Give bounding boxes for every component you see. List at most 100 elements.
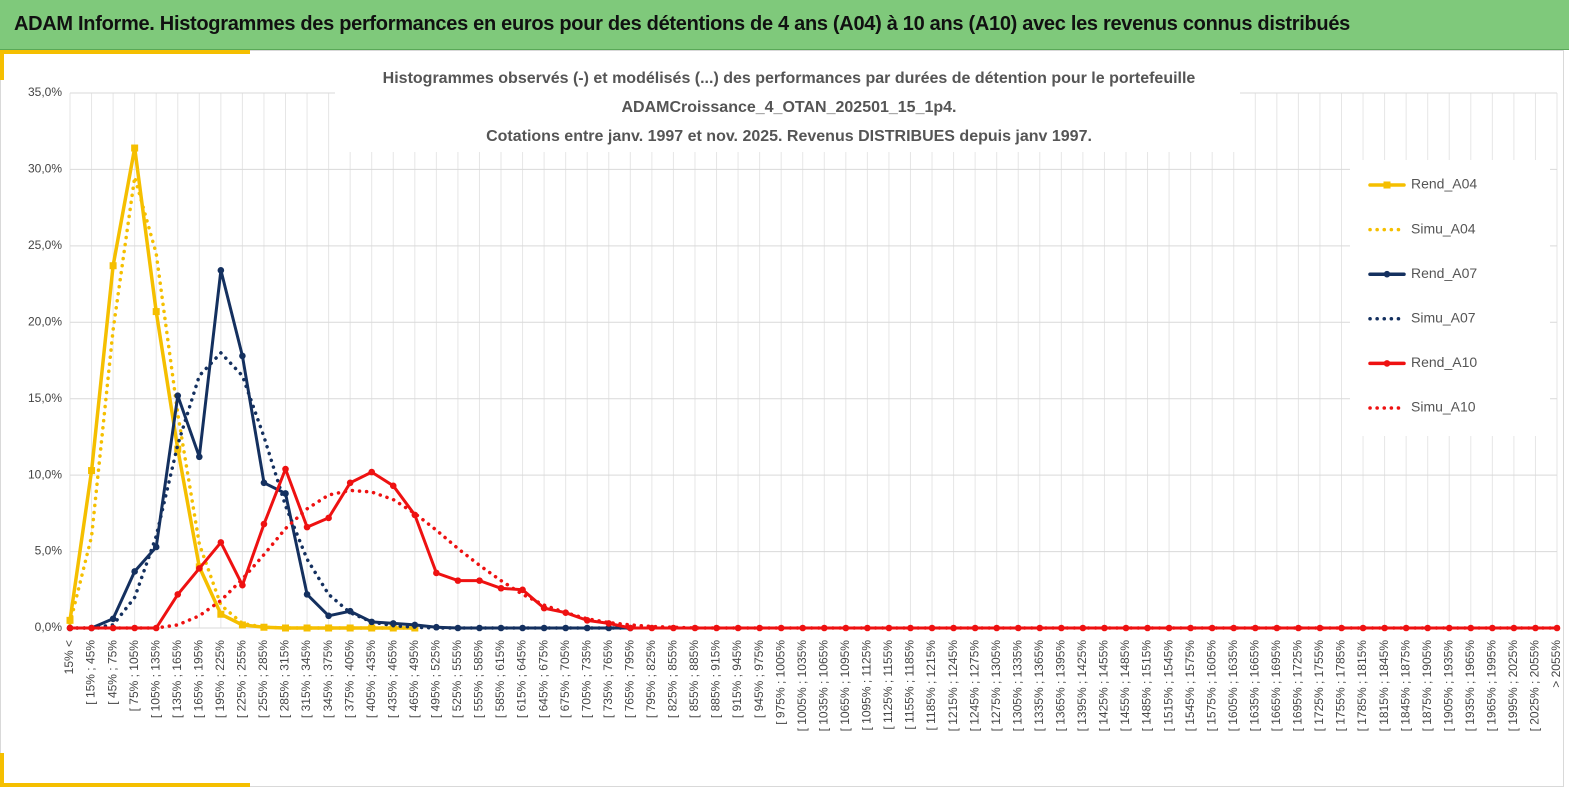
point xyxy=(217,267,225,274)
x-tick-label: [ 1035% ; 1065% xyxy=(816,640,830,732)
x-tick-label: [ 825% ; 855% xyxy=(666,640,680,718)
x-tick-label: [ 1755% ; 1785% xyxy=(1334,640,1348,732)
x-tick-label: [ 1785% ; 1815% xyxy=(1355,640,1369,732)
point xyxy=(1553,624,1561,632)
point xyxy=(1273,624,1281,632)
corner-accent xyxy=(0,783,250,787)
point xyxy=(239,352,246,360)
x-tick-label: [ 1875% ; 1905% xyxy=(1420,640,1434,732)
x-tick-label: [ 705% ; 735% xyxy=(579,640,593,718)
legend-label: Simu_A07 xyxy=(1411,310,1476,326)
point xyxy=(109,262,117,270)
point xyxy=(433,569,440,577)
x-tick-label: [ 495% ; 525% xyxy=(429,640,443,718)
x-tick-label: [ 975% ; 1005% xyxy=(773,640,787,725)
point xyxy=(389,624,397,632)
point xyxy=(713,624,720,632)
y-tick-label: 0,0% xyxy=(35,620,63,634)
point xyxy=(152,308,160,316)
legend-marker xyxy=(1383,181,1391,189)
point xyxy=(196,565,203,572)
point xyxy=(1187,624,1194,632)
chart-frame xyxy=(0,50,1564,787)
x-tick-label: [ 1515% ; 1545% xyxy=(1161,640,1175,732)
x-tick-label: [ 2025% ; 2055% xyxy=(1528,640,1542,732)
corner-accent xyxy=(0,50,250,54)
point xyxy=(88,467,96,475)
x-tick-label: [ 855% ; 885% xyxy=(687,640,701,718)
legend-label: Simu_A04 xyxy=(1411,220,1476,236)
chart-title: Histogrammes observés (-) et modélisés (… xyxy=(383,70,1196,87)
point xyxy=(325,514,332,522)
point xyxy=(239,581,246,589)
x-tick-label: [ 585% ; 615% xyxy=(493,640,507,718)
point xyxy=(605,624,613,632)
x-tick-label: [ 285% ; 315% xyxy=(278,640,292,718)
point xyxy=(325,624,333,632)
point xyxy=(627,624,634,632)
point xyxy=(217,539,225,546)
point xyxy=(1316,624,1324,632)
point xyxy=(282,465,289,473)
point xyxy=(368,468,376,476)
point xyxy=(454,577,462,584)
x-tick-label: [ 1725% ; 1755% xyxy=(1312,640,1326,732)
point xyxy=(1251,624,1259,632)
point xyxy=(670,624,677,632)
x-tick-label: [ 1695% ; 1725% xyxy=(1291,640,1305,732)
x-tick-label: [ 1995% ; 2025% xyxy=(1506,640,1520,732)
point xyxy=(174,445,182,453)
x-tick-label: [ 885% ; 915% xyxy=(709,640,723,718)
x-tick-label: [ 1275% ; 1305% xyxy=(989,640,1003,732)
x-tick-label: [ 1005% ; 1035% xyxy=(795,640,809,732)
chart: 15% < [ 15% ; 45% [ 45% ; 75% [ 75% ; 105% [… xyxy=(0,50,1564,787)
point xyxy=(346,624,354,632)
point xyxy=(282,490,289,497)
x-tick-label: [ 1935% ; 1965% xyxy=(1463,640,1477,732)
x-tick-label: [ 405% ; 435% xyxy=(364,640,378,718)
point xyxy=(583,624,591,632)
x-tick-label: [ 1395% ; 1425% xyxy=(1075,640,1089,732)
x-tick-label: [ 1245% ; 1275% xyxy=(967,640,981,732)
x-tick-label: [ 1185% ; 1215% xyxy=(924,640,938,731)
x-tick-label: [ 345% ; 375% xyxy=(321,640,335,718)
point xyxy=(303,591,311,598)
point xyxy=(196,453,203,461)
point xyxy=(734,624,742,632)
x-tick-label: [ 435% ; 465% xyxy=(385,640,399,718)
x-tick-label: [ 675% ; 705% xyxy=(558,640,572,718)
point xyxy=(217,610,225,618)
legend-marker xyxy=(1383,360,1391,367)
x-tick-label: [ 1095% ; 1125% xyxy=(860,640,874,731)
point xyxy=(325,612,332,620)
point xyxy=(756,624,763,632)
x-tick-label: [ 945% ; 975% xyxy=(752,640,766,718)
point xyxy=(109,615,117,623)
x-tick-label: [ 375% ; 405% xyxy=(342,640,356,718)
legend-label: Rend_A04 xyxy=(1411,176,1477,192)
point xyxy=(260,623,268,631)
point xyxy=(476,577,483,584)
point xyxy=(303,523,311,531)
x-tick-label: [ 75% ; 105% xyxy=(127,640,141,712)
point xyxy=(691,624,699,632)
x-tick-label: [ 195% ; 225% xyxy=(213,640,227,718)
x-tick-label: 15% < xyxy=(62,640,76,674)
corner-accent xyxy=(0,753,4,783)
point xyxy=(1165,624,1173,632)
x-tick-label: [ 1815% ; 1845% xyxy=(1377,640,1391,732)
x-tick-label: [ 555% ; 585% xyxy=(472,640,486,718)
x-tick-label: [ 165% ; 195% xyxy=(191,640,205,718)
x-tick-label: [ 15% ; 45% xyxy=(84,640,98,705)
point xyxy=(648,624,656,632)
x-tick-label: [ 1125% ; 1155% xyxy=(881,640,895,730)
point xyxy=(303,624,311,632)
point xyxy=(1295,624,1302,632)
x-tick-label: [ 1215% ; 1245% xyxy=(946,640,960,732)
chart-title: Cotations entre janv. 1997 et nov. 2025.… xyxy=(486,128,1092,145)
point xyxy=(1338,624,1345,632)
x-tick-label: [ 735% ; 765% xyxy=(601,640,615,718)
point xyxy=(389,482,397,490)
y-tick-label: 5,0% xyxy=(35,544,63,558)
x-tick-label: [ 135% ; 165% xyxy=(170,640,184,718)
